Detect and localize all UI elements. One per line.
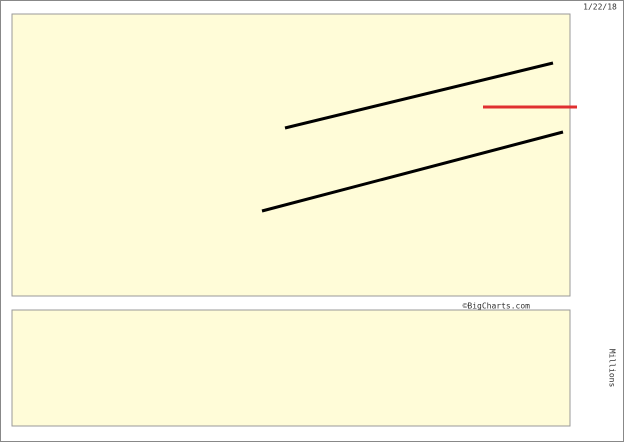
watermark: ©BigCharts.com xyxy=(463,302,531,311)
price-panel xyxy=(11,13,571,297)
volume-panel xyxy=(11,309,571,427)
date: 1/22/18 xyxy=(583,3,617,12)
y-axis-label: Millions xyxy=(608,349,617,388)
trend-lines xyxy=(261,61,577,213)
